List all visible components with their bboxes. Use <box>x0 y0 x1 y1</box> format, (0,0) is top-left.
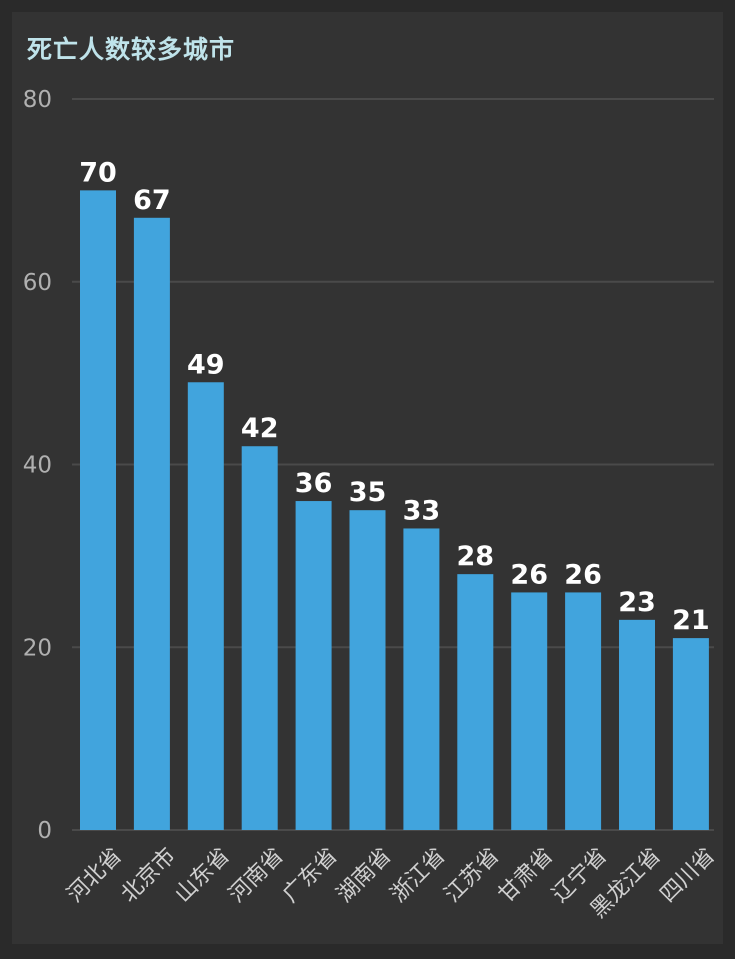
data-label: 28 <box>457 541 495 572</box>
y-tick-label: 60 <box>23 270 52 296</box>
x-tick-label: 河南省 <box>224 843 288 907</box>
data-label: 70 <box>79 157 117 188</box>
bar[interactable] <box>349 510 386 830</box>
x-tick-label: 浙江省 <box>386 843 450 907</box>
data-label: 23 <box>618 587 656 618</box>
bar[interactable] <box>187 382 224 830</box>
data-label: 33 <box>403 495 441 526</box>
x-tick-label: 山东省 <box>170 843 234 907</box>
bar[interactable] <box>80 190 116 830</box>
bar[interactable] <box>295 501 332 830</box>
y-tick-label: 40 <box>23 453 52 479</box>
x-tick-label: 湖南省 <box>332 843 396 907</box>
x-tick-label: 广东省 <box>278 843 342 907</box>
data-label: 35 <box>349 477 387 508</box>
x-tick-label: 北京市 <box>117 843 181 907</box>
data-label: 26 <box>510 559 548 590</box>
bar[interactable] <box>457 574 494 830</box>
x-tick-label: 四川省 <box>656 843 720 907</box>
bar[interactable] <box>241 446 278 830</box>
bar[interactable] <box>672 638 709 830</box>
data-label: 49 <box>187 349 225 380</box>
y-tick-label: 20 <box>23 635 52 661</box>
y-tick-label: 80 <box>23 87 52 113</box>
bar[interactable] <box>133 217 170 831</box>
bar[interactable] <box>511 592 548 830</box>
data-label: 26 <box>564 559 602 590</box>
bar[interactable] <box>619 619 655 830</box>
y-tick-label: 0 <box>37 818 52 844</box>
bar[interactable] <box>565 592 602 830</box>
data-label: 42 <box>241 413 279 444</box>
chart-title: 死亡人数较多城市 <box>27 35 236 64</box>
x-tick-label: 河北省 <box>63 843 127 907</box>
x-tick-label: 甘肃省 <box>494 843 558 907</box>
data-label: 21 <box>672 605 710 636</box>
x-tick-label: 江苏省 <box>440 843 504 907</box>
bar[interactable] <box>403 528 440 830</box>
data-label: 67 <box>133 185 171 216</box>
data-label: 36 <box>295 468 333 499</box>
